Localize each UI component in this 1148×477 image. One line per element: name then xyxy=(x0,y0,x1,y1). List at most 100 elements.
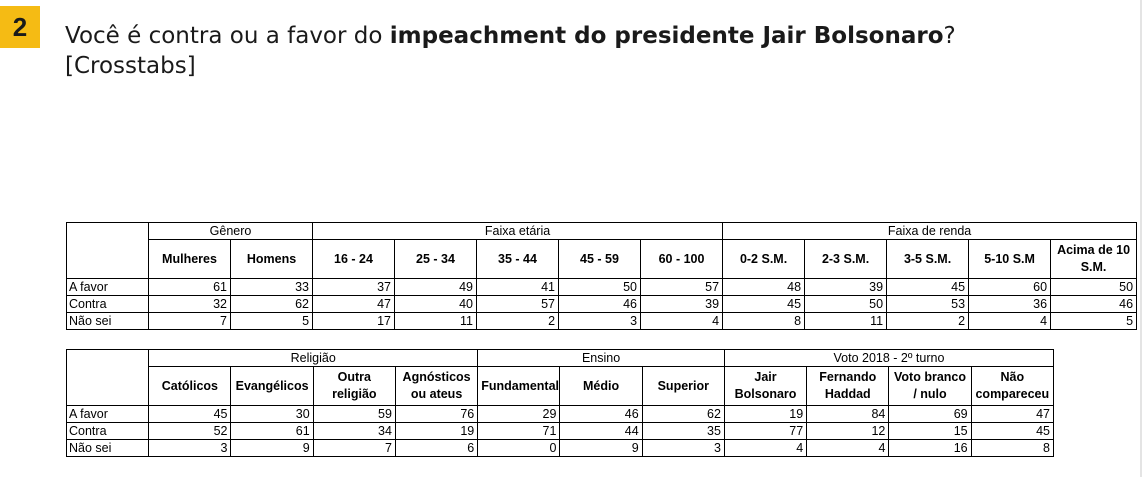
column-header: Não compareceu xyxy=(970,366,1055,406)
data-cell: 0 xyxy=(477,439,561,457)
column-header: 2-3 S.M. xyxy=(804,239,888,279)
data-cell: 34 xyxy=(312,422,396,440)
data-cell: 35 xyxy=(641,422,725,440)
column-header: 25 - 34 xyxy=(394,239,478,279)
data-cell: 60 xyxy=(968,278,1052,296)
right-border xyxy=(1140,0,1142,477)
data-cell: 41 xyxy=(476,278,560,296)
column-header: Jair Bolsonaro xyxy=(723,366,808,406)
table-row: Não sei 7 5 17 11 2 3 4 8 11 2 4 5 xyxy=(66,312,1138,330)
data-cell: 7 xyxy=(312,439,396,457)
column-header: Fundamental xyxy=(477,366,561,406)
data-cell: 17 xyxy=(312,312,396,330)
data-cell: 40 xyxy=(394,295,478,313)
column-header-row: Mulheres Homens 16 - 24 25 - 34 35 - 44 … xyxy=(67,239,1138,279)
column-header: Médio xyxy=(559,366,643,406)
data-cell: 44 xyxy=(559,422,643,440)
data-cell: 7 xyxy=(148,312,231,330)
corner-cell xyxy=(66,222,149,279)
data-cell: 4 xyxy=(723,439,808,457)
column-header: Homens xyxy=(229,239,314,279)
title-suffix: ? xyxy=(943,23,956,49)
title-bold: impeachment do presidente Jair Bolsonaro xyxy=(389,23,944,49)
table-row: Não sei 3 9 7 6 0 9 3 4 4 16 8 xyxy=(65,439,1055,457)
data-cell: 36 xyxy=(968,295,1052,313)
question-number-badge: 2 xyxy=(0,6,40,48)
column-header: Superior xyxy=(641,366,725,406)
row-label: A favor xyxy=(65,405,150,423)
column-header-row: Católicos Evangélicos Outra religião Agn… xyxy=(67,366,1055,406)
group-header: Gênero xyxy=(147,222,314,240)
column-header: 45 - 59 xyxy=(558,239,642,279)
data-cell: 76 xyxy=(394,405,479,423)
data-cell: 46 xyxy=(558,295,642,313)
title-subtitle: [Crosstabs] xyxy=(65,53,196,79)
data-cell: 47 xyxy=(970,405,1055,423)
data-cell: 49 xyxy=(394,278,478,296)
column-header: 5-10 S.M xyxy=(968,239,1052,279)
data-cell: 11 xyxy=(394,312,478,330)
column-header: Acima de 10 S.M. xyxy=(1050,239,1138,279)
column-header: Mulheres xyxy=(148,239,231,279)
data-cell: 12 xyxy=(806,422,890,440)
data-cell: 39 xyxy=(640,295,724,313)
data-cell: 19 xyxy=(394,422,479,440)
row-label: Não sei xyxy=(66,312,149,330)
column-header: 35 - 44 xyxy=(476,239,560,279)
group-header: Faixa etária xyxy=(312,222,724,240)
data-cell: 4 xyxy=(806,439,890,457)
data-cell: 62 xyxy=(641,405,725,423)
data-cell: 53 xyxy=(886,295,970,313)
data-cell: 45 xyxy=(148,405,232,423)
group-header: Ensino xyxy=(477,349,725,367)
data-cell: 2 xyxy=(476,312,560,330)
column-header: 3-5 S.M. xyxy=(886,239,970,279)
column-header: 16 - 24 xyxy=(312,239,396,279)
data-cell: 59 xyxy=(312,405,396,423)
data-cell: 47 xyxy=(312,295,396,313)
group-header-row: Religião Ensino Voto 2018 - 2º turno xyxy=(65,349,1055,406)
data-cell: 61 xyxy=(148,278,231,296)
data-cell: 71 xyxy=(477,422,561,440)
data-cell: 2 xyxy=(886,312,970,330)
group-header: Faixa de renda xyxy=(722,222,1138,240)
data-cell: 45 xyxy=(970,422,1055,440)
title-prefix: Você é contra ou a favor do xyxy=(65,23,390,49)
data-cell: 9 xyxy=(230,439,314,457)
group-header-row: Gênero Faixa etária Faixa de renda xyxy=(66,222,1138,279)
data-cell: 57 xyxy=(476,295,560,313)
data-cell: 84 xyxy=(806,405,890,423)
question-title: Você é contra ou a favor do impeachment … xyxy=(65,21,956,81)
data-cell: 50 xyxy=(558,278,642,296)
data-cell: 9 xyxy=(559,439,643,457)
data-cell: 39 xyxy=(804,278,888,296)
data-cell: 37 xyxy=(312,278,396,296)
data-cell: 4 xyxy=(968,312,1052,330)
data-cell: 29 xyxy=(477,405,561,423)
data-cell: 8 xyxy=(970,439,1055,457)
data-cell: 3 xyxy=(641,439,725,457)
row-label: Não sei xyxy=(65,439,150,457)
data-cell: 32 xyxy=(148,295,231,313)
column-header: Evangélicos xyxy=(230,366,314,406)
data-cell: 50 xyxy=(804,295,888,313)
data-cell: 16 xyxy=(888,439,972,457)
data-cell: 5 xyxy=(229,312,314,330)
table-row: A favor 45 30 59 76 29 46 62 19 84 69 47 xyxy=(65,405,1055,423)
data-cell: 19 xyxy=(723,405,808,423)
corner-cell xyxy=(65,349,150,406)
data-cell: 5 xyxy=(1050,312,1138,330)
data-cell: 61 xyxy=(230,422,314,440)
data-cell: 52 xyxy=(148,422,232,440)
data-cell: 69 xyxy=(888,405,972,423)
data-cell: 33 xyxy=(229,278,314,296)
data-cell: 6 xyxy=(394,439,479,457)
data-cell: 62 xyxy=(229,295,314,313)
column-header: 60 - 100 xyxy=(640,239,724,279)
data-cell: 45 xyxy=(722,295,806,313)
column-header: Fernando Haddad xyxy=(806,366,890,406)
data-cell: 15 xyxy=(888,422,972,440)
row-label: Contra xyxy=(66,295,149,313)
data-cell: 48 xyxy=(722,278,806,296)
crosstab-table-religion-education-vote: Religião Ensino Voto 2018 - 2º turno Cat… xyxy=(65,349,1055,457)
